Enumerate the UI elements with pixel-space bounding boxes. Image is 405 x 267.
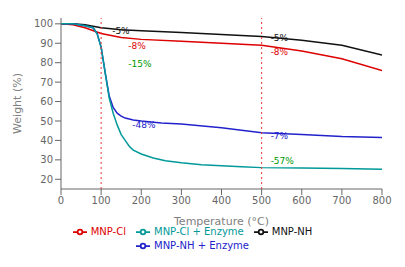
svg-text:-48%: -48% — [132, 120, 156, 130]
svg-text:20: 20 — [40, 174, 53, 185]
svg-text:700: 700 — [332, 195, 351, 206]
svg-text:80: 80 — [40, 57, 53, 68]
svg-text:Weight (%): Weight (%) — [11, 73, 24, 134]
html-text:MNP-NH + Enzyme: MNP-NH + Enzyme — [154, 240, 249, 251]
svg-text:60: 60 — [40, 96, 53, 107]
svg-text:Temperature (°C): Temperature (°C) — [173, 215, 269, 228]
svg-text:-8%: -8% — [271, 47, 289, 57]
svg-text:70: 70 — [40, 77, 53, 88]
svg-text:-5%: -5% — [112, 26, 130, 36]
svg-text:-8%: -8% — [128, 41, 146, 51]
svg-text:90: 90 — [40, 38, 53, 49]
svg-text:30: 30 — [40, 154, 53, 165]
svg-text:300: 300 — [172, 195, 191, 206]
svg-text:-15%: -15% — [128, 59, 152, 69]
svg-text:100: 100 — [92, 195, 111, 206]
svg-text:-57%: -57% — [271, 156, 295, 166]
html-text:MNP-Cl: MNP-Cl — [90, 226, 126, 237]
svg-text:600: 600 — [292, 195, 311, 206]
svg-text:-5%: -5% — [271, 33, 289, 43]
svg-text:0: 0 — [58, 195, 64, 206]
svg-text:-7%: -7% — [271, 131, 289, 141]
svg-text:40: 40 — [40, 135, 53, 146]
html-text:MNP-Cl + Enzyme: MNP-Cl + Enzyme — [154, 226, 244, 237]
svg-text:400: 400 — [212, 195, 231, 206]
svg-text:500: 500 — [252, 195, 271, 206]
svg-text:100: 100 — [34, 18, 53, 29]
svg-text:50: 50 — [40, 116, 53, 127]
html-text:MNP-NH: MNP-NH — [271, 226, 313, 237]
svg-text:200: 200 — [132, 195, 151, 206]
svg-text:800: 800 — [372, 195, 391, 206]
